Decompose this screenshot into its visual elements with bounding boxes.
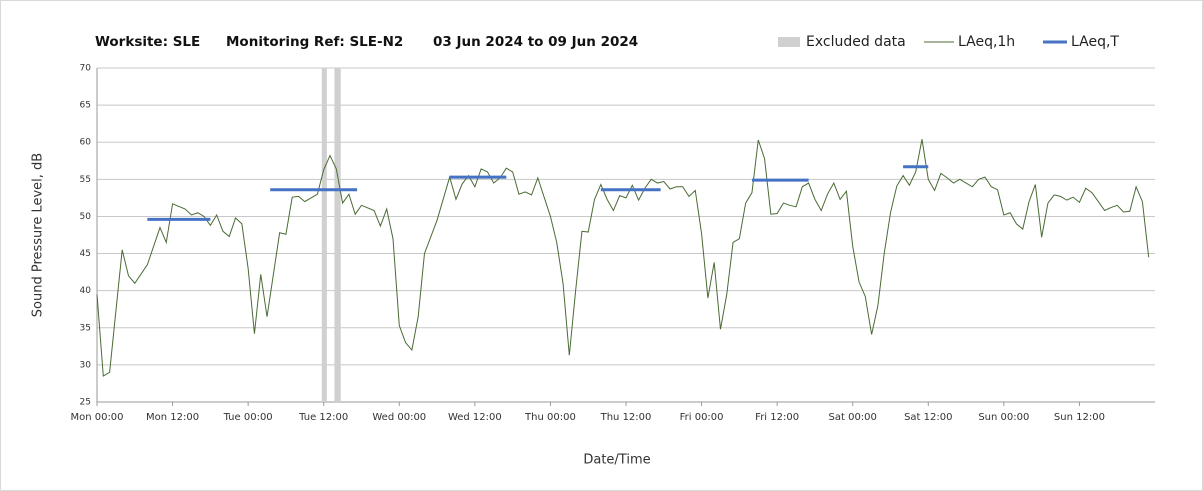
excluded-band — [334, 68, 341, 402]
y-tick-label: 45 — [80, 249, 91, 259]
x-tick-label: Sun 12:00 — [1054, 412, 1105, 423]
y-tick-label: 25 — [80, 398, 91, 408]
y-tick-label: 30 — [80, 360, 92, 370]
line-series — [96, 139, 1150, 377]
x-tick-label: Mon 00:00 — [70, 412, 123, 423]
y-tick-label: 55 — [80, 175, 91, 185]
y-tick-label: 35 — [80, 323, 91, 333]
y-tick-label: 60 — [80, 138, 92, 148]
y-axis-label: Sound Pressure Level, dB — [31, 153, 46, 317]
x-tick-label: Thu 12:00 — [600, 412, 652, 423]
y-tick-label: 70 — [80, 64, 92, 74]
legend-label: Excluded data — [806, 34, 906, 50]
x-tick-label: Sat 00:00 — [829, 412, 877, 423]
x-tick-label: Wed 00:00 — [372, 412, 426, 423]
excluded-band — [321, 68, 327, 402]
legend-swatch — [778, 37, 800, 47]
x-tick-label: Tue 00:00 — [223, 412, 273, 423]
chart-title: Monitoring Ref: SLE-N2 — [226, 34, 403, 50]
legend-label: LAeq,T — [1071, 34, 1119, 50]
x-tick-label: Fri 12:00 — [755, 412, 799, 423]
chart-title: Worksite: SLE — [95, 34, 200, 50]
x-tick-label: Tue 12:00 — [298, 412, 348, 423]
x-tick-label: Wed 12:00 — [448, 412, 502, 423]
y-tick-label: 50 — [80, 212, 92, 222]
x-tick-label: Fri 00:00 — [680, 412, 724, 423]
y-tick-label: 40 — [80, 286, 92, 296]
legend-label: LAeq,1h — [958, 34, 1015, 50]
y-tick-label: 65 — [80, 101, 91, 111]
x-axis-label: Date/Time — [583, 453, 650, 468]
x-tick-label: Sun 00:00 — [978, 412, 1029, 423]
x-tick-label: Mon 12:00 — [146, 412, 199, 423]
chart-title: 03 Jun 2024 to 09 Jun 2024 — [433, 34, 638, 50]
x-tick-label: Thu 00:00 — [524, 412, 576, 423]
x-tick-label: Sat 12:00 — [904, 412, 952, 423]
